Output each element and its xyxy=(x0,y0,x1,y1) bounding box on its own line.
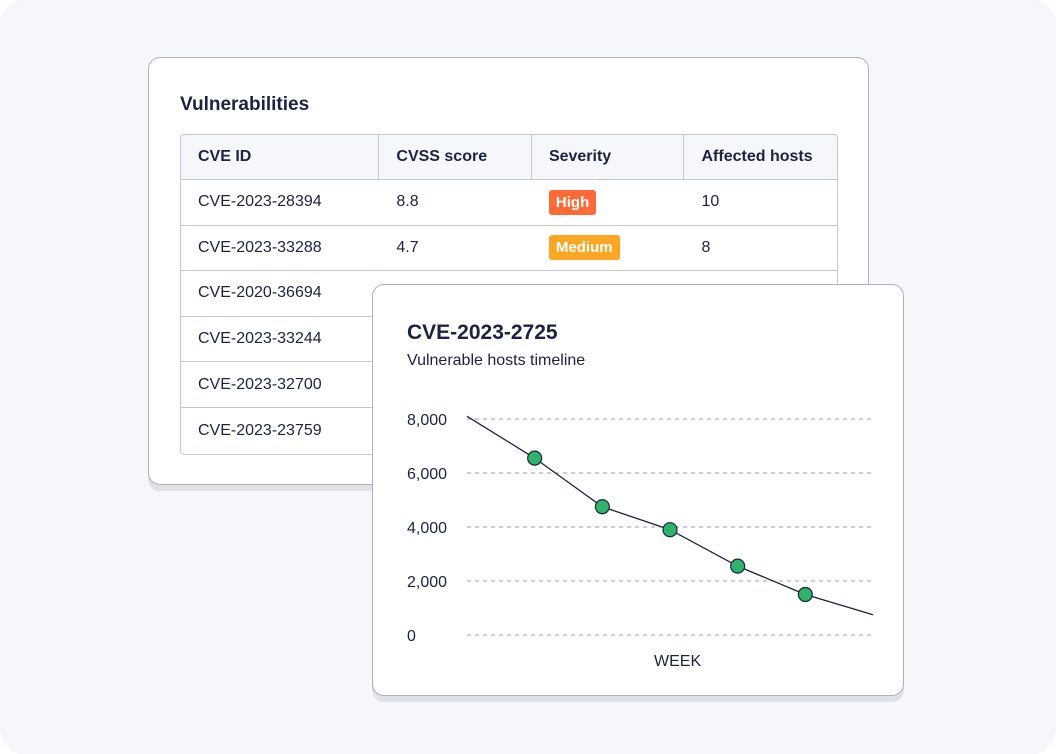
cve-id-cell: CVE-2023-32700 xyxy=(198,375,322,393)
chart-subtitle: Vulnerable hosts timeline xyxy=(407,352,586,369)
y-tick-label: 2,000 xyxy=(407,574,447,591)
table-row[interactable]: CVE-2023-28394 8.8 High 10 xyxy=(181,180,837,226)
hosts-timeline-chart: 0 2,000 4,000 6,000 8,000 WEEK xyxy=(407,412,874,670)
cve-id-cell: CVE-2020-36694 xyxy=(198,284,322,302)
cve-id-cell: CVE-2023-23759 xyxy=(198,421,322,439)
column-header-cvss-score[interactable]: CVSS score xyxy=(379,135,532,179)
y-tick-label: 4,000 xyxy=(407,520,447,537)
x-axis-label: WEEK xyxy=(654,653,701,670)
y-tick-label: 0 xyxy=(407,628,416,645)
column-header-severity[interactable]: Severity xyxy=(532,135,685,179)
vulnerabilities-title: Vulnerabilities xyxy=(180,94,310,115)
severity-badge: High xyxy=(548,189,597,215)
data-point[interactable] xyxy=(797,586,813,603)
table-header-row: CVE ID CVSS score Severity Affected host… xyxy=(181,135,837,180)
cve-id-cell: CVE-2023-33288 xyxy=(198,238,322,256)
data-point[interactable] xyxy=(662,522,678,538)
series-line xyxy=(466,415,874,616)
column-header-affected-hosts[interactable]: Affected hosts xyxy=(701,148,813,165)
cve-timeline-card: CVE-2023-2725 Vulnerable hosts timeline … xyxy=(372,284,904,696)
column-header-cve-id[interactable]: CVE ID xyxy=(181,135,380,179)
table-row[interactable]: CVE-2023-33288 4.7 Medium 8 xyxy=(181,226,837,272)
table-row[interactable]: CVE-2023-23759 xyxy=(181,408,837,454)
data-point[interactable] xyxy=(527,450,543,466)
severity-cell: Medium xyxy=(532,226,685,271)
chart-title: CVE-2023-2725 xyxy=(407,321,558,344)
cvss-score-cell: 8.8 xyxy=(396,193,419,211)
data-point[interactable] xyxy=(594,499,610,515)
cvss-score-cell: 4.7 xyxy=(396,238,419,256)
y-tick-label: 6,000 xyxy=(407,466,447,483)
data-point[interactable] xyxy=(730,558,746,574)
cve-id-cell: CVE-2023-28394 xyxy=(198,193,322,211)
cve-id-cell: CVE-2023-33244 xyxy=(198,330,322,348)
y-tick-label: 8,000 xyxy=(407,412,447,429)
severity-cell: High xyxy=(532,180,685,225)
vulnerabilities-table: CVE ID CVSS score Severity Affected host… xyxy=(180,134,838,455)
affected-hosts-cell: 8 xyxy=(701,238,711,256)
affected-hosts-cell: 10 xyxy=(701,193,720,211)
severity-badge: Medium xyxy=(548,235,620,261)
